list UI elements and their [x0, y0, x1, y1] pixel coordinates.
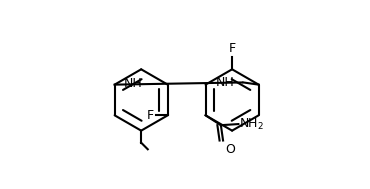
Text: O: O [225, 143, 235, 156]
Text: NH: NH [123, 77, 142, 90]
Text: F: F [229, 42, 236, 55]
Text: NH: NH [216, 76, 235, 89]
Text: NH$_2$: NH$_2$ [239, 117, 265, 132]
Text: F: F [147, 109, 154, 122]
